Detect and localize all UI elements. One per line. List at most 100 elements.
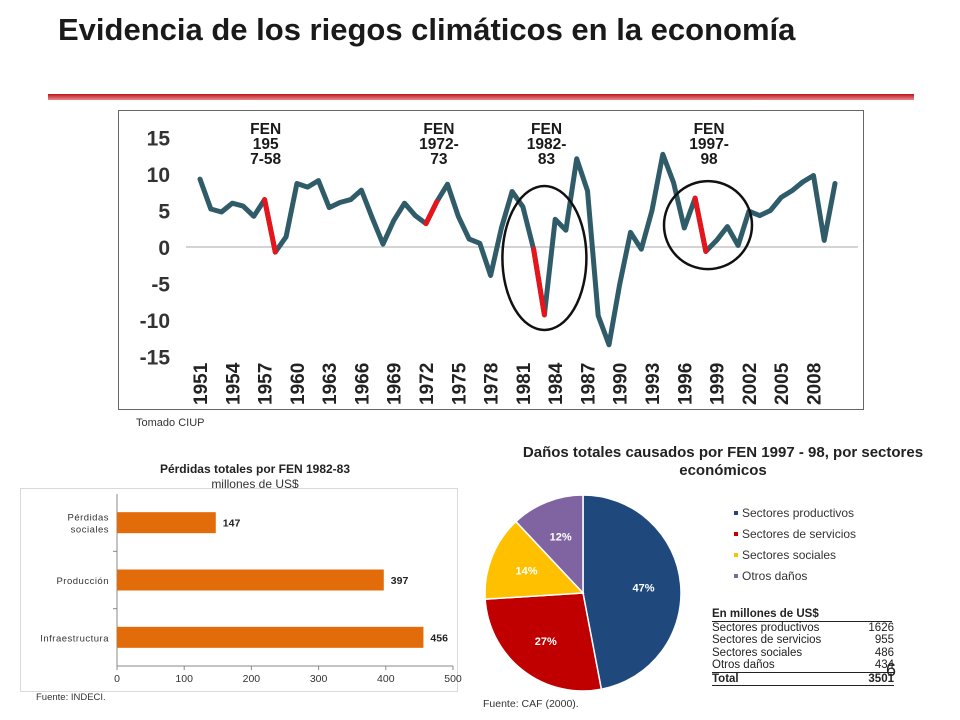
legend-item: Sectores sociales [734,544,856,565]
x-tick-label: 1954 [223,362,244,405]
fen-annotation: FEN 195 7-58 [250,121,281,168]
y-tick-label: -15 [140,347,171,370]
legend-label: Sectores productivos [742,505,855,520]
fen-annotation-line: FEN [694,121,725,138]
pie-legend: Sectores productivos Sectores de servicio… [734,502,856,586]
table-row-label: Sectores de servicios [712,634,822,646]
fen-highlight-segment [262,197,278,255]
x-tick-label: 1981 [514,362,535,405]
table-row: Otros daños 434 [712,659,894,672]
bar-x-tick-label: 200 [243,673,261,685]
table-total-row: Total 3501 [712,671,894,686]
fen-1982-circle [501,184,588,332]
fen-annotation-line: 98 [700,151,718,168]
page-number: 6 [886,660,897,680]
y-tick-label: 15 [147,128,171,151]
x-tick-label: 1987 [578,363,599,405]
fen-highlight-segment [423,199,440,227]
fen-highlight-segment [692,195,709,254]
bar-x-tick-label: 100 [175,673,193,685]
pie-slice [582,494,682,691]
x-tick-label: 1978 [482,363,503,405]
legend-label: Otros daños [742,568,808,583]
legend-swatch [734,510,738,515]
fen-annotation-line: 1997- [689,136,729,153]
fen-highlight-segment [531,246,547,318]
fen-annotation-line: 7-58 [250,151,281,168]
bar-category-label: Producción [56,576,109,587]
table-row: Sectores de servicios 955 [712,634,894,647]
legend-item: Otros daños [734,565,856,586]
legend-swatch [734,573,738,578]
pie-slice-label: 14% [515,566,537,578]
bar [117,569,384,591]
line-chart: 15 10 5 0 -5 -10 -15 1951 1954 1957 1960 1963 1966 19… [118,110,864,410]
pie-slice-label: 27% [535,636,557,648]
pie-chart: 47% 27% 14% 12% [484,494,682,692]
x-tick-label: 1993 [643,363,664,405]
pie-slice-label: 12% [550,532,572,544]
fen-annotation-line: 195 [253,136,279,153]
table-header: En millones de US$ [712,608,892,622]
bar-chart-title: Pérdidas totales por FEN 1982-83 [159,462,351,476]
bar-chart-source: Fuente: INDECI. [36,692,106,703]
bar-x-tick-label: 500 [444,673,462,685]
bar-value-label: 147 [223,518,241,530]
legend-label: Sectores de servicios [742,526,857,541]
bar-value-label: 456 [430,632,448,644]
legend-item: Sectores productivos [734,502,856,523]
table-row-value: 955 [874,634,894,646]
fen-annotation-line: 83 [538,151,556,168]
bar [117,626,424,648]
bar-chart: 0 100 200 300 400 500 147 Pérdidas sociales 397 Pr… [20,488,462,692]
y-tick-label: 0 [158,237,170,260]
line-chart-source: Tomado CIUP [136,417,205,429]
table-total-value: 3501 [868,672,894,685]
legend-swatch [734,552,738,557]
x-tick-label: 1999 [708,363,729,405]
fen-annotation-line: 1972- [419,136,459,153]
line-chart-frame [118,110,864,410]
table-row: Sectores sociales 486 [712,647,894,660]
x-tick-label: 1966 [352,363,373,405]
fen-annotation: FEN 1972-73 [419,121,459,168]
losses-table: En millones de US$ Sectores productivos … [712,608,894,686]
x-tick-label: 2002 [740,363,761,405]
x-tick-label: 2005 [772,362,793,405]
x-tick-label: 1984 [546,362,567,405]
x-tick-label: 1960 [288,363,309,405]
x-tick-label: 2008 [804,363,825,405]
bar-x-tick-label: 300 [310,673,328,685]
y-tick-label: 10 [147,164,170,187]
bar-value-label: 397 [391,575,409,587]
pie-slice-label: 47% [632,582,654,594]
x-tick-label: 1963 [320,363,341,405]
x-tick-label: 1972 [417,363,438,405]
table-header-label: En millones de US$ [712,608,819,620]
y-tick-label: -10 [140,310,170,333]
table-row-label: Sectores sociales [712,646,803,659]
bar-category-label: Infraestructura [40,633,109,644]
x-tick-label: 1951 [191,362,212,405]
bar-x-tick-label: 400 [377,673,395,685]
table-row: Sectores productivos 1626 [712,622,894,635]
bar-category-label: Pérdidas sociales [68,513,110,536]
table-row-value: 1626 [868,621,894,634]
bar-chart-subtitle: millones de US$ [211,477,299,491]
legend-label: Sectores sociales [742,547,837,562]
bar-category-label-line: Producción [56,576,109,587]
fen-annotation-line: FEN [423,121,454,138]
x-tick-label: 1996 [675,363,696,405]
y-tick-label: -5 [151,274,170,297]
bar [117,512,216,534]
fen-annotation-line: FEN [531,121,562,138]
pie-chart-title: Daños totales causados por FEN 1997 - 98… [522,444,924,479]
table-total-label: Total [712,672,739,685]
pie-slice [514,494,584,595]
table-row-label: Otros daños [712,659,775,671]
bar-category-label-line: Pérdidas [68,513,110,524]
bar-category-label-line: Infraestructura [40,633,109,644]
bar-category-label-line: sociales [71,525,109,536]
x-tick-label: 1957 [256,363,277,405]
pie-chart-source: Fuente: CAF (2000). [483,698,579,710]
